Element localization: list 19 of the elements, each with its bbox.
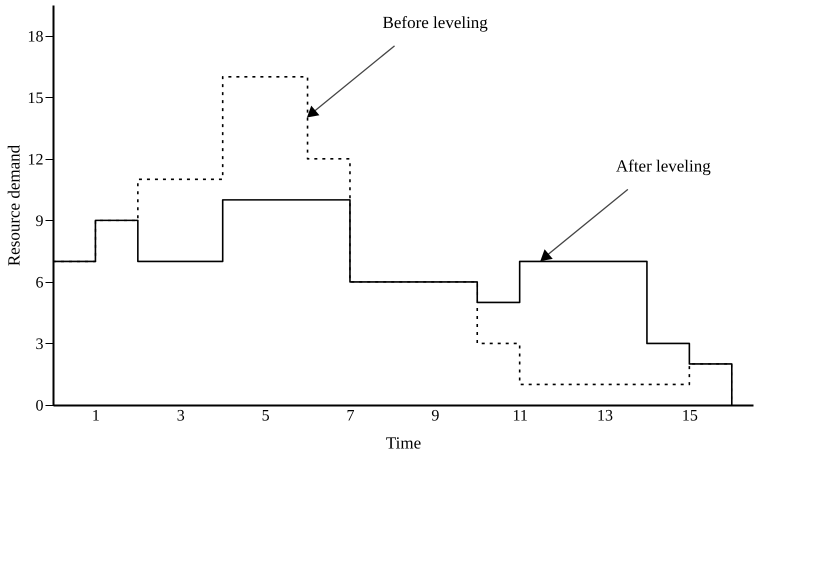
y-tick-label: 0 — [36, 398, 44, 414]
y-tick-label: 6 — [36, 274, 44, 292]
x-tick-label: 15 — [682, 408, 698, 424]
y-axis-title: Resource demand — [4, 144, 24, 266]
y-tick-label: 12 — [28, 151, 44, 168]
y-tick-label: 9 — [36, 212, 44, 230]
x-tick-label: 9 — [431, 408, 440, 424]
annotation: After leveling — [616, 156, 712, 176]
x-tick-label: 11 — [512, 408, 528, 424]
x-tick-label: 3 — [176, 408, 185, 424]
x-tick-label: 1 — [92, 408, 100, 424]
y-tick-label: 3 — [36, 336, 44, 353]
x-axis-title: Time — [386, 434, 422, 452]
x-tick-label: 7 — [346, 408, 354, 424]
annotation: Before leveling — [382, 12, 488, 32]
x-tick-label: 5 — [262, 408, 270, 424]
y-tick-label: 18 — [28, 28, 44, 46]
y-tick-label: 15 — [28, 90, 44, 107]
x-tick-label: 13 — [597, 408, 614, 424]
